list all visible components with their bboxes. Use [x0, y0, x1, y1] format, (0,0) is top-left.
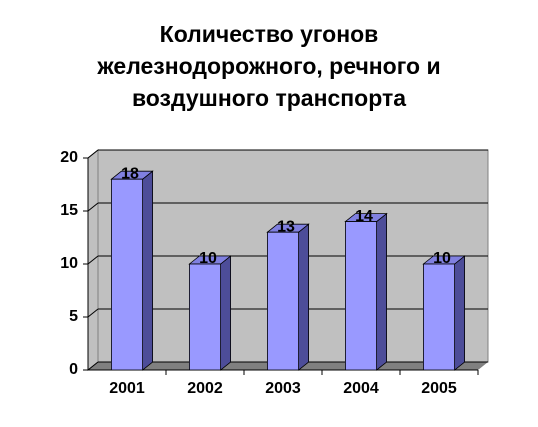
data-label: 10 — [433, 250, 451, 267]
x-tick-label: 2002 — [187, 380, 223, 397]
bar-side — [298, 223, 310, 371]
bar-side — [142, 170, 154, 371]
grid-line — [87, 255, 99, 265]
data-label: 13 — [277, 218, 295, 235]
bar — [422, 263, 455, 371]
grid-line — [87, 361, 99, 371]
bar — [188, 263, 221, 371]
y-tick-label: 20 — [60, 149, 78, 166]
grid-line — [87, 202, 99, 212]
y-tick-label: 0 — [69, 361, 78, 378]
bar-side — [454, 255, 466, 371]
x-tick-label: 2001 — [109, 380, 145, 397]
x-tick-label: 2005 — [421, 380, 457, 397]
data-label: 18 — [121, 165, 139, 182]
y-tick-label: 5 — [69, 308, 78, 325]
y-tick-label: 10 — [60, 255, 78, 272]
grid-line — [87, 149, 99, 159]
bar — [266, 231, 299, 371]
bar-side — [376, 212, 388, 371]
bar — [344, 221, 377, 371]
y-tick-label: 15 — [60, 202, 78, 219]
bar-side — [220, 255, 232, 371]
chart-title: Количество угонов железнодорожного, речн… — [97, 21, 441, 111]
data-label: 10 — [199, 250, 217, 267]
x-tick-label: 2004 — [343, 380, 379, 397]
bar — [111, 178, 144, 371]
data-label: 14 — [355, 208, 373, 225]
x-tick-label: 2003 — [265, 380, 301, 397]
grid-line — [87, 308, 99, 318]
